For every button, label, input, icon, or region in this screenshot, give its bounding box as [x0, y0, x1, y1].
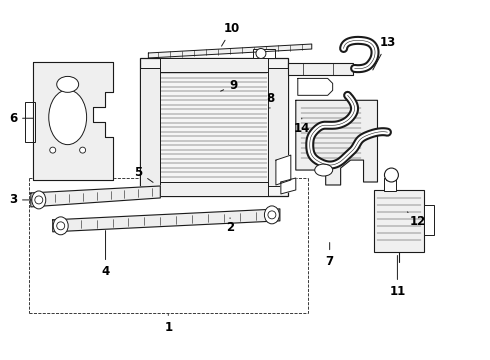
- Polygon shape: [33, 62, 113, 180]
- Ellipse shape: [315, 164, 333, 176]
- Text: 12: 12: [407, 212, 425, 228]
- Text: 14: 14: [294, 118, 310, 135]
- Text: 5: 5: [134, 166, 153, 183]
- Bar: [268, 68, 288, 186]
- Circle shape: [268, 211, 276, 219]
- Bar: [253, 49, 275, 58]
- Bar: [424, 205, 434, 235]
- Text: 2: 2: [226, 218, 234, 234]
- Polygon shape: [281, 178, 296, 194]
- Polygon shape: [148, 44, 312, 58]
- Text: 7: 7: [326, 243, 334, 268]
- Circle shape: [50, 147, 56, 153]
- Bar: [387, 172, 394, 180]
- Bar: [288, 63, 353, 75]
- Polygon shape: [296, 100, 377, 185]
- Bar: [141, 68, 160, 186]
- Bar: [25, 102, 35, 142]
- Text: 11: 11: [389, 256, 406, 298]
- Ellipse shape: [32, 191, 46, 209]
- Circle shape: [385, 168, 398, 182]
- Text: 10: 10: [221, 22, 240, 46]
- Ellipse shape: [49, 90, 87, 145]
- Text: 6: 6: [9, 112, 33, 125]
- Circle shape: [35, 196, 43, 204]
- Bar: [160, 58, 268, 72]
- Polygon shape: [298, 78, 333, 95]
- Circle shape: [256, 49, 266, 58]
- Polygon shape: [31, 186, 160, 207]
- Bar: [374, 190, 424, 252]
- Text: 13: 13: [373, 36, 395, 70]
- Polygon shape: [53, 209, 280, 232]
- Text: 8: 8: [266, 92, 274, 108]
- Bar: [160, 182, 268, 196]
- Circle shape: [80, 147, 86, 153]
- Polygon shape: [276, 155, 291, 185]
- Ellipse shape: [57, 76, 78, 92]
- Text: 3: 3: [9, 193, 33, 206]
- Bar: [141, 58, 288, 196]
- Text: 4: 4: [101, 231, 110, 278]
- Text: 1: 1: [164, 315, 172, 334]
- Ellipse shape: [265, 206, 279, 224]
- Circle shape: [57, 222, 65, 230]
- Text: 9: 9: [220, 79, 237, 92]
- Ellipse shape: [53, 217, 68, 235]
- Bar: [385, 178, 396, 191]
